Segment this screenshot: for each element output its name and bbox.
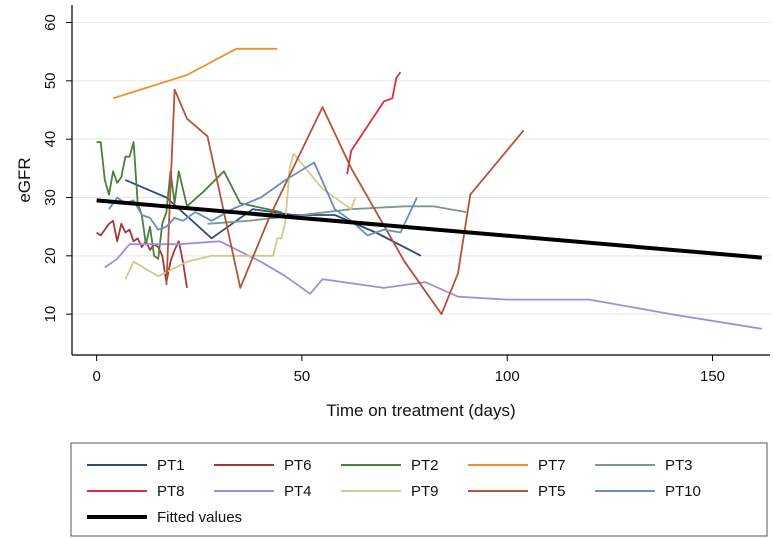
series-line-pt8: [346, 71, 402, 175]
y-tick-label: 30: [42, 189, 59, 206]
y-tick-label: 40: [42, 131, 59, 148]
legend-label: PT8: [157, 483, 185, 500]
y-tick-label: 10: [42, 306, 59, 323]
series-line-pt7: [112, 47, 278, 100]
axes: 10 20 30 40 50 60 0 50 100 150: [42, 5, 770, 385]
series-line-pt6: [96, 219, 188, 289]
legend-label: PT2: [411, 457, 439, 474]
y-axis-label: eGFR: [15, 157, 34, 202]
legend-label: PT10: [665, 483, 701, 500]
x-tick-label: 0: [92, 368, 100, 385]
legend: PT1 PT6 PT2 PT7 PT3 PT8 PT4 PT9 PT5 PT10 Fitted va…: [70, 442, 768, 537]
series-line-pt9: [124, 152, 357, 280]
x-tick-label: 50: [294, 368, 311, 385]
x-tick-label: 100: [495, 368, 520, 385]
legend-label: PT9: [411, 483, 439, 500]
y-tick-label: 50: [42, 72, 59, 89]
fitted-line: [96, 198, 762, 260]
x-axis-label: Time on treatment (days): [326, 401, 515, 420]
series-lines: [96, 47, 762, 330]
y-tick-label: 60: [42, 14, 59, 31]
gridlines: [72, 22, 770, 315]
fitted-values-line: [96, 198, 762, 260]
legend-label: PT1: [157, 457, 185, 474]
legend-label: PT6: [284, 457, 312, 474]
legend-label: PT4: [284, 483, 312, 500]
legend-label: PT3: [665, 457, 693, 474]
legend-label: PT7: [538, 457, 566, 474]
series-line-pt1: [125, 179, 422, 257]
legend-label: Fitted values: [157, 509, 242, 526]
series-line-pt2: [96, 141, 282, 260]
x-tick-label: 150: [700, 368, 725, 385]
legend-label: PT5: [538, 483, 566, 500]
legend-box: [70, 442, 768, 537]
series-line-pt10: [108, 161, 418, 237]
series-line-pt5: [165, 88, 525, 316]
series-line-pt4: [104, 240, 762, 330]
y-tick-label: 20: [42, 247, 59, 264]
